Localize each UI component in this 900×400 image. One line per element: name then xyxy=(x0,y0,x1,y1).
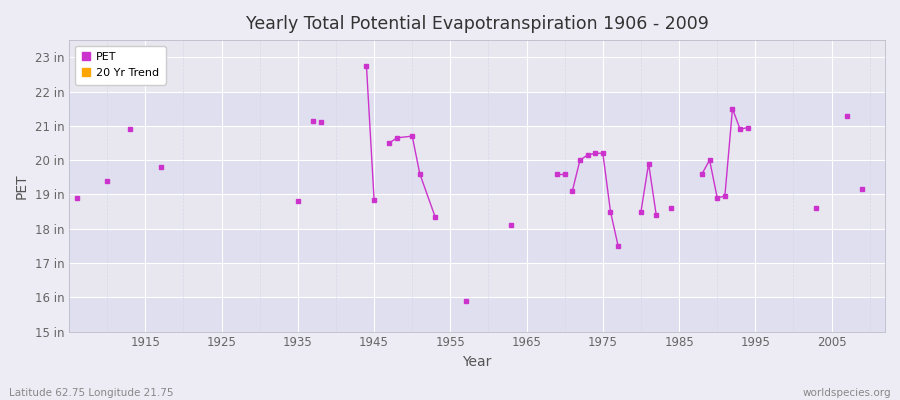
Bar xyxy=(69,160,885,194)
Bar xyxy=(69,194,885,229)
Text: Latitude 62.75 Longitude 21.75: Latitude 62.75 Longitude 21.75 xyxy=(9,388,174,398)
Bar xyxy=(69,229,885,263)
Bar xyxy=(69,297,885,332)
Y-axis label: PET: PET xyxy=(15,173,29,199)
X-axis label: Year: Year xyxy=(463,355,491,369)
Legend: PET, 20 Yr Trend: PET, 20 Yr Trend xyxy=(75,46,166,84)
Bar xyxy=(69,57,885,92)
Text: worldspecies.org: worldspecies.org xyxy=(803,388,891,398)
Bar xyxy=(69,126,885,160)
Bar xyxy=(69,92,885,126)
Bar xyxy=(69,263,885,297)
Title: Yearly Total Potential Evapotranspiration 1906 - 2009: Yearly Total Potential Evapotranspiratio… xyxy=(246,15,708,33)
